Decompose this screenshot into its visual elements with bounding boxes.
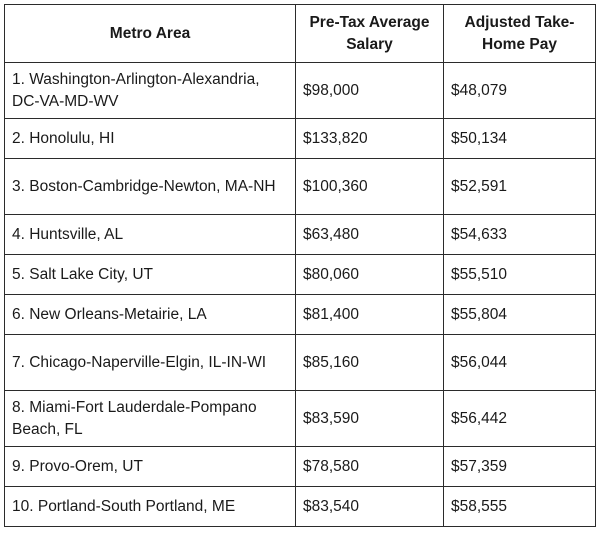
takehome-cell: $56,044: [443, 334, 596, 391]
table-row: 3. Boston-Cambridge-Newton, MA-NH $100,3…: [4, 158, 596, 215]
header-takehome-pay: Adjusted Take-Home Pay: [443, 4, 596, 63]
metro-cell: 6. New Orleans-Metairie, LA: [4, 294, 296, 335]
salary-table: Metro Area Pre-Tax Average Salary Adjust…: [4, 4, 596, 527]
table-row: 4. Huntsville, AL $63,480 $54,633: [4, 214, 596, 255]
metro-cell: 4. Huntsville, AL: [4, 214, 296, 255]
pretax-cell: $83,590: [295, 390, 444, 447]
metro-cell: 2. Honolulu, HI: [4, 118, 296, 159]
pretax-cell: $81,400: [295, 294, 444, 335]
table-row: 8. Miami-Fort Lauderdale-Pompano Beach, …: [4, 390, 596, 447]
metro-cell: 10. Portland-South Portland, ME: [4, 486, 296, 527]
takehome-cell: $55,804: [443, 294, 596, 335]
header-metro-area: Metro Area: [4, 4, 296, 63]
takehome-cell: $57,359: [443, 446, 596, 487]
table-row: 6. New Orleans-Metairie, LA $81,400 $55,…: [4, 294, 596, 335]
metro-cell: 3. Boston-Cambridge-Newton, MA-NH: [4, 158, 296, 215]
takehome-cell: $48,079: [443, 62, 596, 119]
metro-cell: 7. Chicago-Naperville-Elgin, IL-IN-WI: [4, 334, 296, 391]
metro-cell: 1. Washington-Arlington-Alexandria, DC-V…: [4, 62, 296, 119]
takehome-cell: $56,442: [443, 390, 596, 447]
pretax-cell: $83,540: [295, 486, 444, 527]
header-row: Metro Area Pre-Tax Average Salary Adjust…: [4, 4, 596, 63]
table-row: 5. Salt Lake City, UT $80,060 $55,510: [4, 254, 596, 295]
metro-cell: 8. Miami-Fort Lauderdale-Pompano Beach, …: [4, 390, 296, 447]
table-row: 9. Provo-Orem, UT $78,580 $57,359: [4, 446, 596, 487]
takehome-cell: $55,510: [443, 254, 596, 295]
pretax-cell: $78,580: [295, 446, 444, 487]
table-row: 2. Honolulu, HI $133,820 $50,134: [4, 118, 596, 159]
takehome-cell: $50,134: [443, 118, 596, 159]
pretax-cell: $133,820: [295, 118, 444, 159]
metro-cell: 5. Salt Lake City, UT: [4, 254, 296, 295]
table-row: 1. Washington-Arlington-Alexandria, DC-V…: [4, 62, 596, 119]
pretax-cell: $100,360: [295, 158, 444, 215]
pretax-cell: $85,160: [295, 334, 444, 391]
takehome-cell: $52,591: [443, 158, 596, 215]
takehome-cell: $58,555: [443, 486, 596, 527]
metro-cell: 9. Provo-Orem, UT: [4, 446, 296, 487]
header-pretax-salary: Pre-Tax Average Salary: [295, 4, 444, 63]
table-row: 7. Chicago-Naperville-Elgin, IL-IN-WI $8…: [4, 334, 596, 391]
pretax-cell: $80,060: [295, 254, 444, 295]
table-row: 10. Portland-South Portland, ME $83,540 …: [4, 486, 596, 527]
takehome-cell: $54,633: [443, 214, 596, 255]
pretax-cell: $63,480: [295, 214, 444, 255]
pretax-cell: $98,000: [295, 62, 444, 119]
